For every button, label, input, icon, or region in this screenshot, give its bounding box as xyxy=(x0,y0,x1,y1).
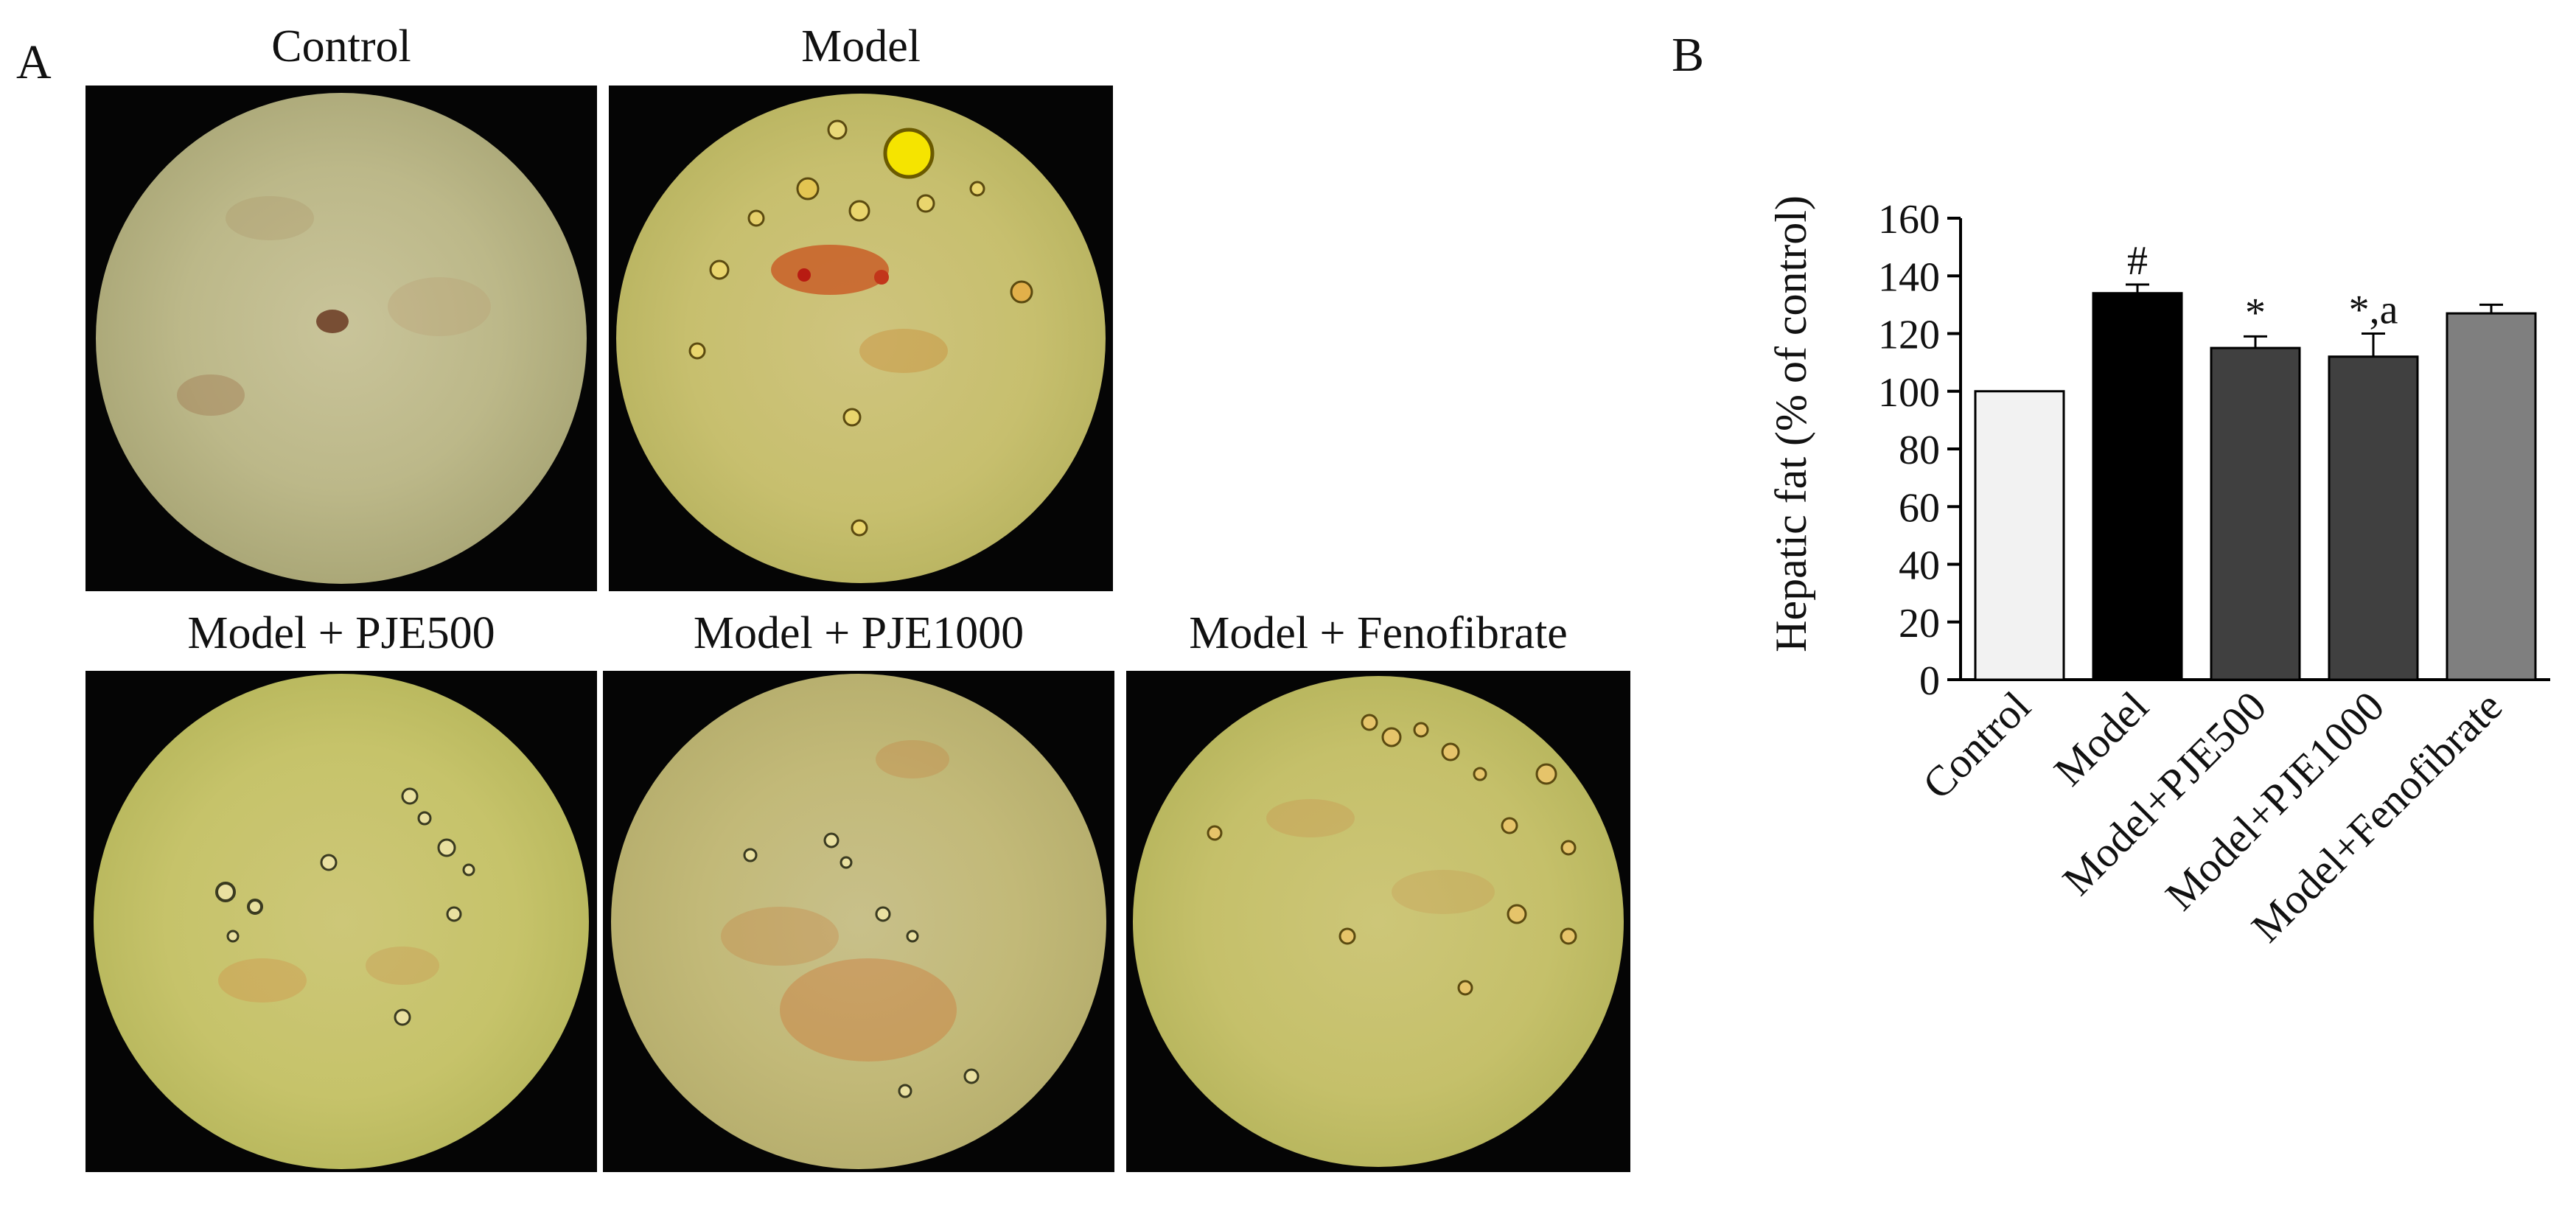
micrograph-control xyxy=(85,86,597,591)
y-tick-label: 80 xyxy=(1899,428,1940,473)
hepatic-fat-bar-chart: Hepatic fat (% of control) 0 20 40 60 80 100 1… xyxy=(1767,195,2550,951)
micrograph-field xyxy=(96,93,587,584)
y-tick-label: 140 xyxy=(1878,254,1940,300)
micrograph-texture xyxy=(721,740,980,1098)
y-axis-label: Hepatic fat (% of control) xyxy=(1767,195,1815,652)
y-tick-label: 0 xyxy=(1919,658,1940,704)
panel-a-letter: A xyxy=(16,35,52,89)
micrograph-texture xyxy=(688,119,1033,537)
y-tick-label: 20 xyxy=(1899,601,1940,646)
image-title-pje1000: Model + PJE1000 xyxy=(693,608,1025,658)
image-title-control: Control xyxy=(271,21,411,72)
micrograph-pje500 xyxy=(85,671,597,1172)
x-tick-label: Model+PJE500 xyxy=(2053,682,2276,904)
y-tick-label: 120 xyxy=(1878,313,1940,358)
bar-model-pje1000 xyxy=(2328,355,2419,681)
significance-mark: * xyxy=(2245,290,2266,335)
x-axis-labels: Control ModelModel+PJE500Model+PJE1000Mod… xyxy=(1913,682,2511,951)
y-tick-label: 40 xyxy=(1899,543,1940,589)
micrograph-pje1000 xyxy=(603,671,1114,1172)
micrograph-texture xyxy=(215,787,475,1026)
micrograph-field xyxy=(611,674,1106,1169)
panel-b-letter: B xyxy=(1672,28,1705,82)
image-title-fenofibrate: Model + Fenofibrate xyxy=(1189,608,1568,658)
micrograph-texture xyxy=(177,196,491,416)
significance-mark: # xyxy=(2127,238,2148,284)
micrograph-field xyxy=(1133,676,1624,1167)
y-tick-label: 160 xyxy=(1878,197,1940,243)
bar-model xyxy=(2092,292,2183,681)
bar-model-fenofibrate xyxy=(2446,312,2537,681)
micrograph-fenofibrate xyxy=(1126,671,1630,1172)
micrograph-model xyxy=(609,86,1113,591)
bars: # * *,a xyxy=(1974,238,2537,681)
image-title-pje500: Model + PJE500 xyxy=(187,608,495,658)
bar-control xyxy=(1974,390,2065,681)
image-title-model: Model xyxy=(801,21,921,72)
y-tick-label: 100 xyxy=(1878,370,1940,416)
micrograph-field xyxy=(616,94,1106,583)
bar-model-pje500 xyxy=(2210,346,2301,681)
significance-mark: *,a xyxy=(2349,287,2398,333)
micrograph-field xyxy=(94,674,589,1169)
x-tick-label: Model xyxy=(2045,682,2157,795)
y-tick-label: 60 xyxy=(1899,485,1940,531)
micrograph-texture xyxy=(1207,714,1577,996)
